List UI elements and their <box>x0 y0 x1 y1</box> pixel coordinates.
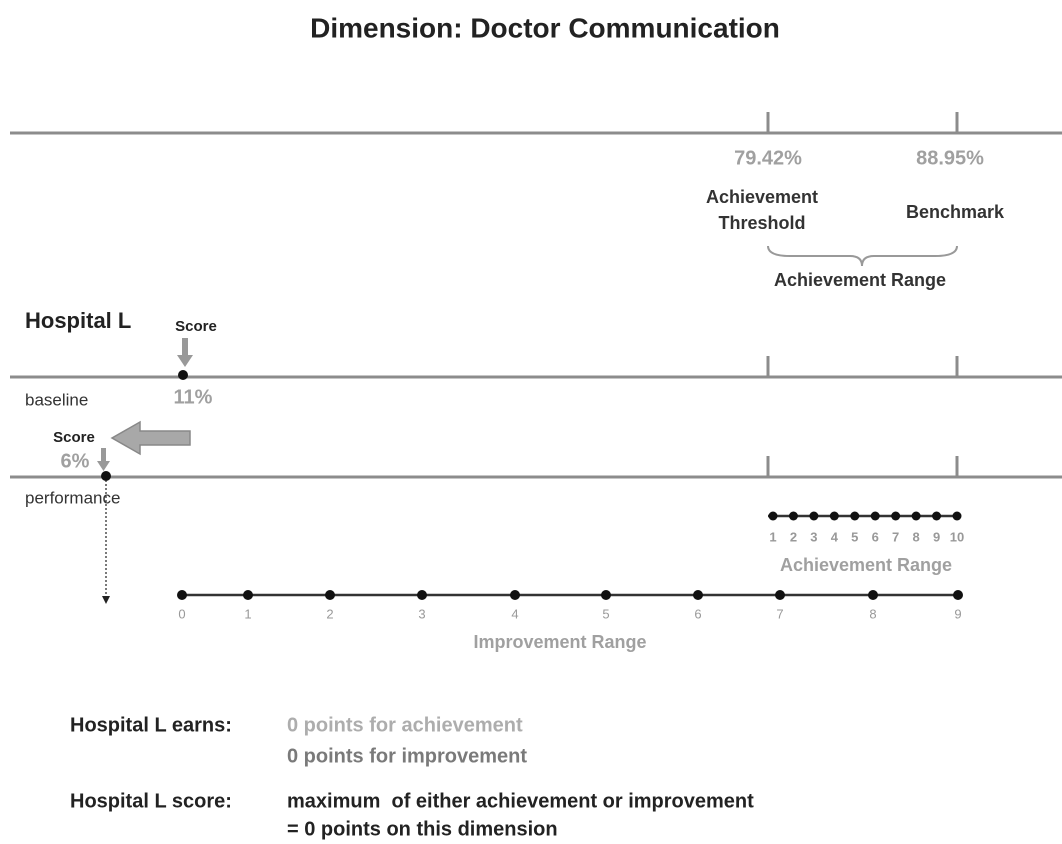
score-label: Score <box>53 429 95 446</box>
threshold-value: 79.42% <box>734 147 802 169</box>
score-label: Score <box>175 318 217 335</box>
scale-tick-label: 0 <box>178 606 185 621</box>
score-dot <box>101 471 111 481</box>
scale-tick-label: 8 <box>912 529 919 544</box>
scale-tick-label: 1 <box>769 529 776 544</box>
scale-tick-label: 3 <box>810 529 817 544</box>
earnings-line: 0 points for achievement <box>287 714 523 736</box>
scale-dot <box>417 590 427 600</box>
scale-dot <box>601 590 611 600</box>
scale-dot <box>868 590 878 600</box>
scale-tick-label: 5 <box>602 606 609 621</box>
improvement-scale-label: Improvement Range <box>473 632 646 652</box>
arrow <box>177 338 193 367</box>
scale-tick-label: 7 <box>892 529 899 544</box>
scale-tick-label: 8 <box>869 606 876 621</box>
scale-tick-label: 2 <box>326 606 333 621</box>
benchmark-value: 88.95% <box>916 147 984 169</box>
scale-tick-label: 5 <box>851 529 858 544</box>
arrow <box>97 448 110 471</box>
scale-tick-label: 10 <box>950 529 964 544</box>
earnings-label: Hospital L earns: <box>70 714 232 736</box>
scale-dot <box>829 511 839 521</box>
score-summary-line: = 0 points on this dimension <box>287 818 558 840</box>
scale-tick-label: 4 <box>831 529 839 544</box>
scale-tick-label: 6 <box>694 606 701 621</box>
scale-tick-label: 4 <box>511 606 518 621</box>
earnings-line: 0 points for improvement <box>287 745 527 767</box>
threshold-label: Threshold <box>718 213 805 233</box>
scale-dot <box>911 511 921 521</box>
title: Dimension: Doctor Communication <box>310 12 780 43</box>
scale-dot <box>693 590 703 600</box>
scale-dot <box>952 511 962 521</box>
scale-tick-label: 2 <box>790 529 797 544</box>
score-summary-line: maximum of either achievement or improve… <box>287 790 754 812</box>
score-summary-label: Hospital L score: <box>70 790 232 812</box>
scale-dot <box>325 590 335 600</box>
scale-tick-label: 1 <box>244 606 251 621</box>
scale-dot <box>932 511 942 521</box>
scale-dot <box>788 511 798 521</box>
brace-label: Achievement Range <box>774 270 946 290</box>
brace <box>767 245 958 267</box>
performance-label: performance <box>25 488 120 507</box>
big-arrow <box>110 420 191 456</box>
scale-dot <box>953 590 963 600</box>
scale-tick-label: 3 <box>418 606 425 621</box>
baseline-value: 11% <box>174 386 213 408</box>
scale-dot <box>768 511 778 521</box>
scale-dot <box>243 590 253 600</box>
scale-dot <box>870 511 880 521</box>
scale-dot <box>850 511 860 521</box>
hospital-label: Hospital L <box>25 308 131 333</box>
threshold-label: Achievement <box>706 187 818 207</box>
score-dot <box>178 370 188 380</box>
scale-tick-label: 9 <box>954 606 961 621</box>
scale-dot <box>775 590 785 600</box>
arrowhead <box>102 596 110 604</box>
achievement-scale-label: Achievement Range <box>780 555 952 575</box>
scale-dot <box>177 590 187 600</box>
scale-dot <box>510 590 520 600</box>
performance-value: 6% <box>61 450 90 472</box>
baseline-label: baseline <box>25 390 88 409</box>
scale-dot <box>891 511 901 521</box>
scale-dot <box>809 511 819 521</box>
scale-tick-label: 9 <box>933 529 940 544</box>
scale-tick-label: 6 <box>872 529 879 544</box>
scale-tick-label: 7 <box>776 606 783 621</box>
benchmark-label: Benchmark <box>906 202 1005 222</box>
